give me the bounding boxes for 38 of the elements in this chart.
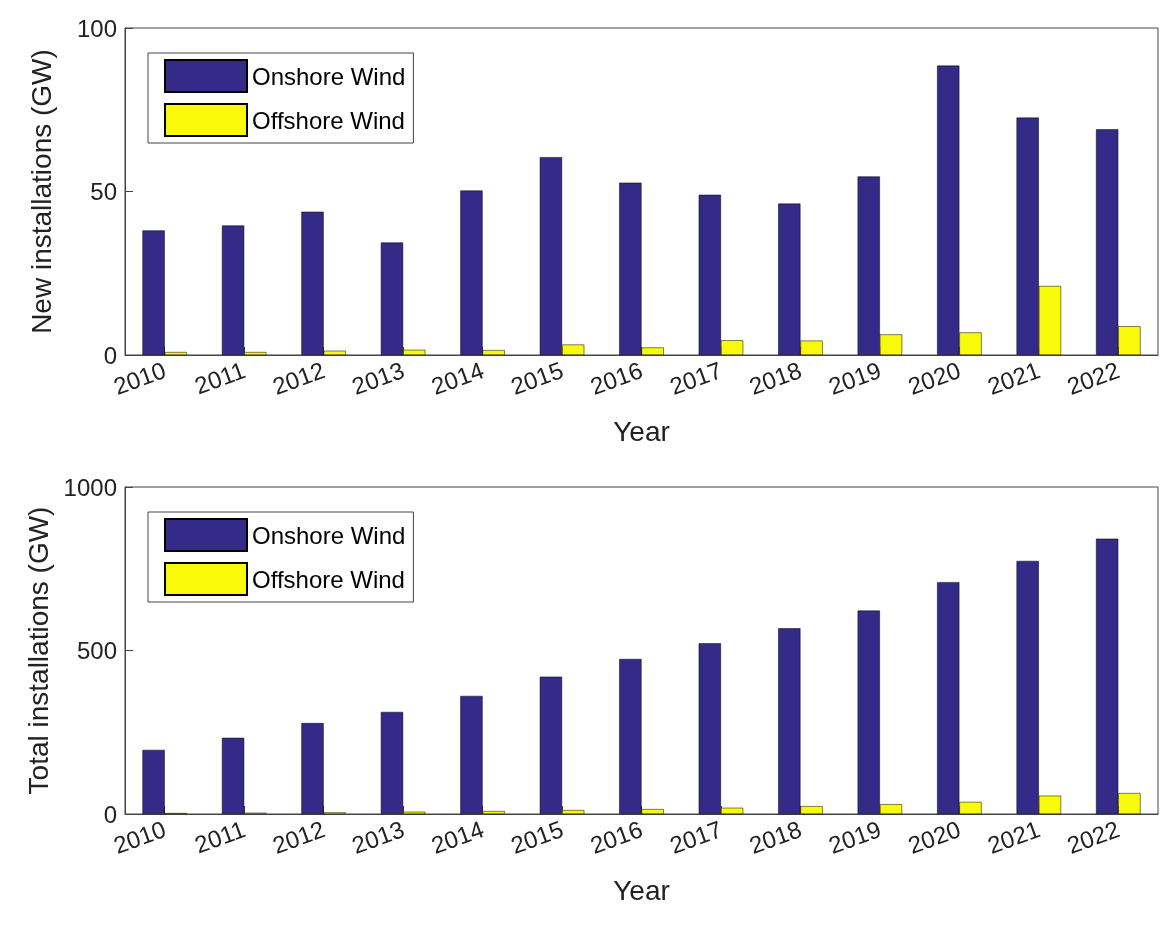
y-axis-title: Total installations (GW) xyxy=(23,506,55,795)
legend-label: Onshore Wind xyxy=(252,62,406,90)
x-tick-label: 2014 xyxy=(427,356,488,400)
legend-label: Offshore Wind xyxy=(252,106,405,134)
y-tick-label: 0 xyxy=(103,341,117,369)
y-axis-title: New installations (GW) xyxy=(25,49,57,334)
x-tick-label: 2015 xyxy=(507,356,567,400)
x-tick-label: 2018 xyxy=(745,356,806,400)
x-tick-label: 2013 xyxy=(348,815,408,859)
x-tick-label: 2020 xyxy=(904,815,964,859)
x-tick-label: 2021 xyxy=(984,815,1044,859)
x-axis-title: Year xyxy=(613,415,670,447)
x-tick-label: 2014 xyxy=(427,815,488,859)
x-axis-title: Year xyxy=(613,874,670,906)
x-tick-label: 2017 xyxy=(666,356,726,400)
x-tick-label: 2016 xyxy=(586,815,647,859)
x-tick-label: 2019 xyxy=(825,356,885,400)
x-tick-label: 2013 xyxy=(348,356,408,400)
x-tick-label: 2012 xyxy=(268,356,329,400)
y-tick-label: 100 xyxy=(76,14,117,42)
x-tick-label: 2015 xyxy=(507,815,567,859)
legend-label: Offshore Wind xyxy=(252,565,405,593)
y-tick-label: 50 xyxy=(90,178,117,205)
legend-label: Onshore Wind xyxy=(252,521,406,549)
x-tick-label: 2012 xyxy=(268,815,329,859)
x-tick-label: 2011 xyxy=(191,356,249,400)
x-tick-label: 2021 xyxy=(984,356,1044,400)
y-tick-label: 0 xyxy=(103,800,117,828)
y-tick-label: 500 xyxy=(76,637,117,664)
x-tick-label: 2016 xyxy=(586,356,647,400)
x-tick-label: 2017 xyxy=(666,815,726,859)
x-tick-label: 2020 xyxy=(904,356,964,400)
y-tick-label: 1000 xyxy=(63,473,117,501)
x-tick-label: 2019 xyxy=(825,815,885,859)
x-tick-label: 2022 xyxy=(1063,815,1123,859)
x-tick-label: 2018 xyxy=(745,815,806,859)
x-tick-label: 2011 xyxy=(191,815,249,859)
x-tick-label: 2022 xyxy=(1063,356,1123,400)
